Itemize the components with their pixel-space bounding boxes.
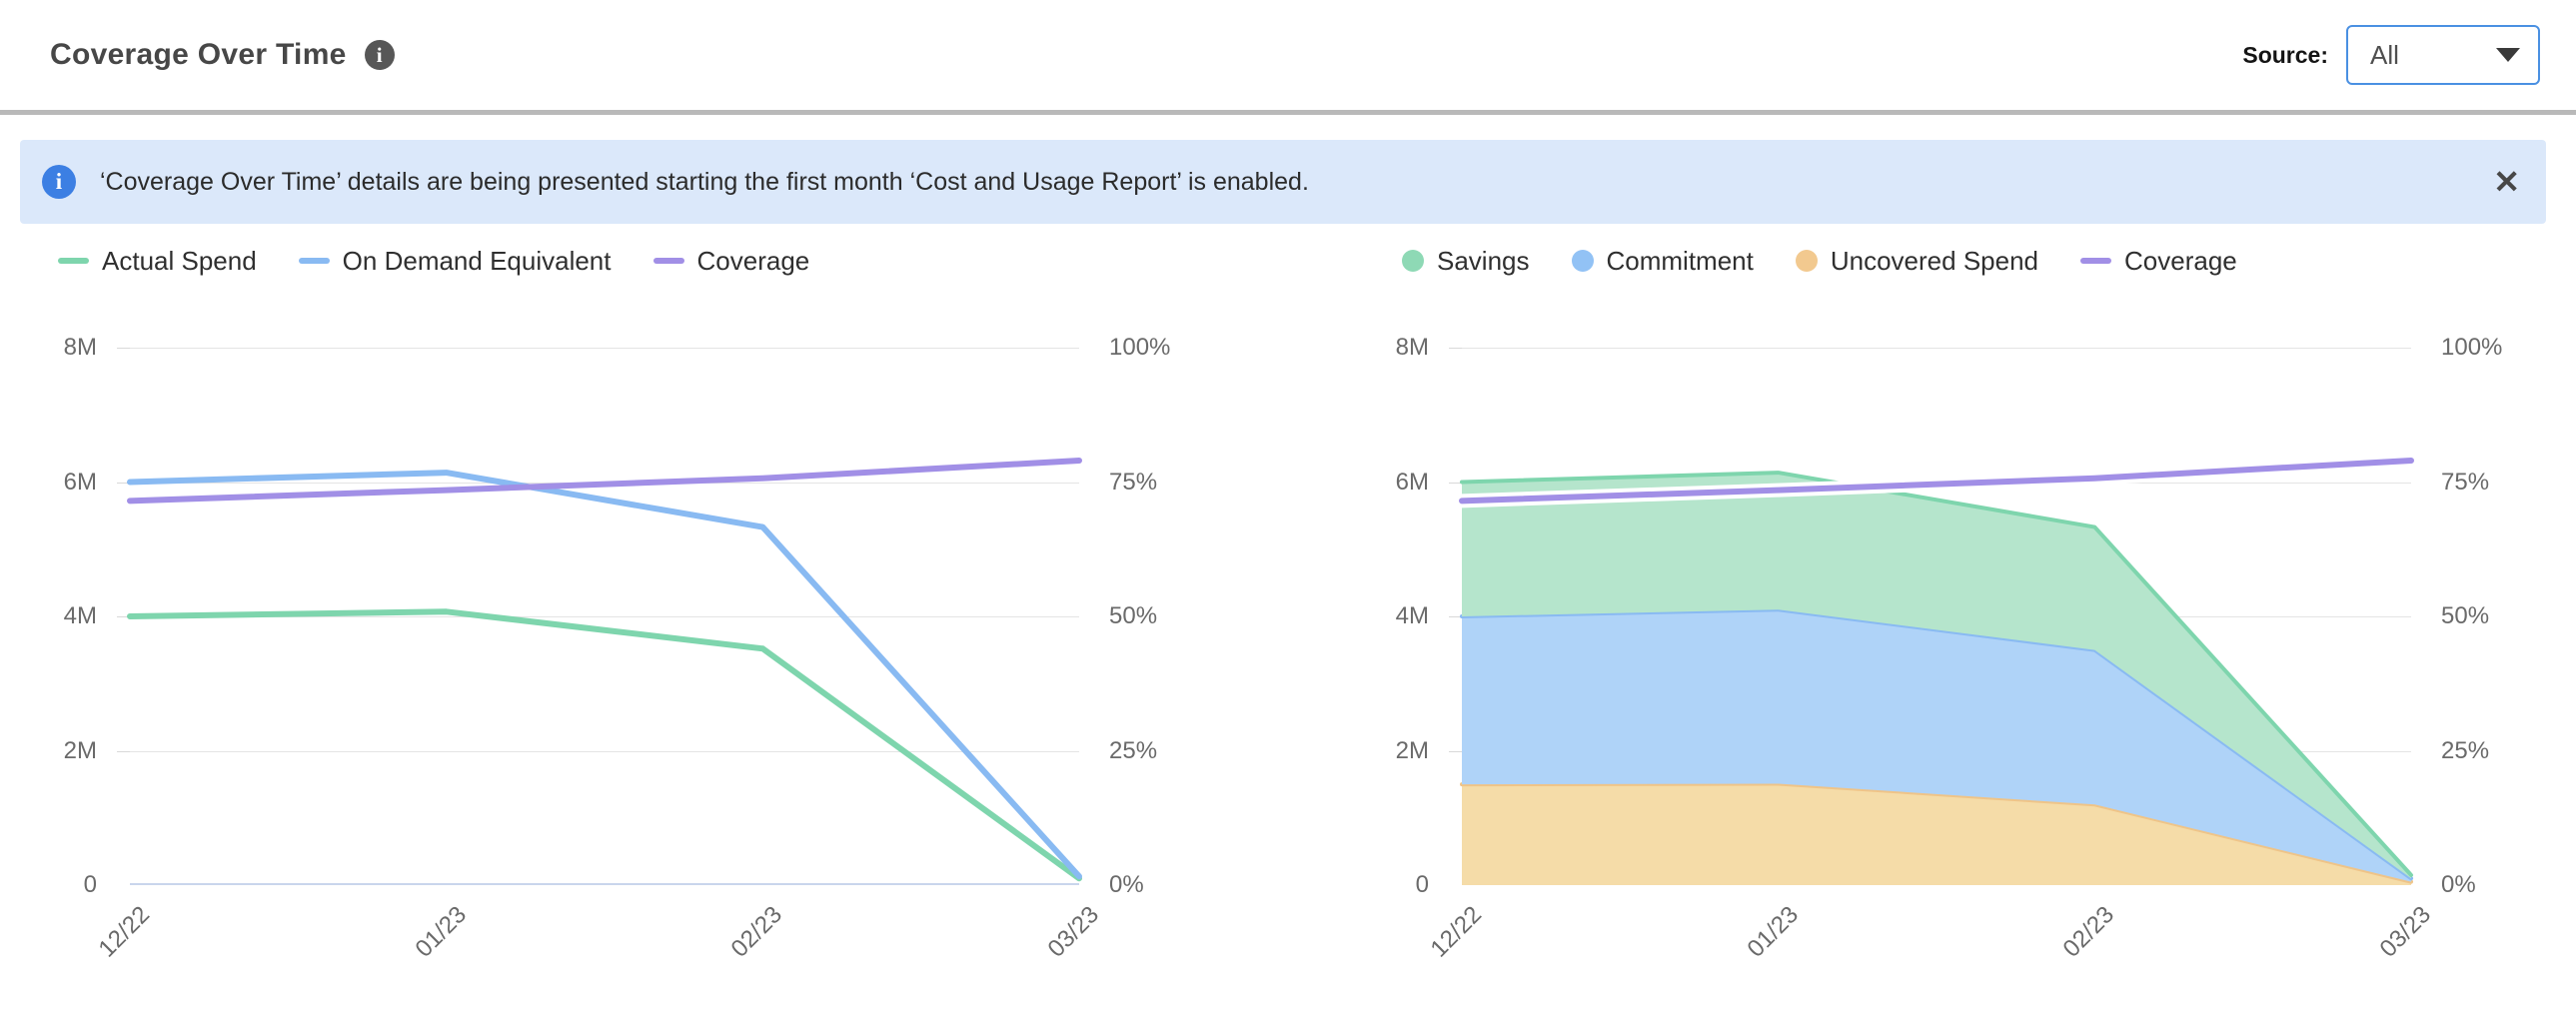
close-icon[interactable]: ✕ <box>2493 164 2520 200</box>
stacked-area-series <box>1455 453 2418 885</box>
line-chart-legend: Actual Spend On Demand Equivalent Coverage <box>58 246 1194 276</box>
legend-item-commitment[interactable]: Commitment <box>1571 245 1754 277</box>
legend-label: Uncovered Spend <box>1830 245 2038 276</box>
axis-tick <box>117 616 130 617</box>
x-axis-label: 01/23 <box>1742 901 1804 963</box>
area-chart-plot: 12/22 01/23 02/23 03/23 <box>1426 348 2436 963</box>
source-label: Source: <box>2242 41 2328 68</box>
y-axis-right: 100% 75% 50% 25% 0% <box>1079 334 1194 898</box>
legend-label: On Demand Equivalent <box>342 245 612 276</box>
info-icon[interactable]: i <box>364 40 395 70</box>
y-axis-label: 2M <box>1395 736 1429 764</box>
commitment-swatch <box>1571 250 1594 272</box>
series-coverage <box>1459 457 2414 505</box>
axis-tick <box>1449 616 1462 617</box>
x-axis-label: 03/23 <box>2374 901 2437 963</box>
x-axis-label: 12/22 <box>1425 901 1488 963</box>
x-axis-label: 03/23 <box>1042 901 1105 963</box>
x-axis-labels: 12/22 01/23 02/23 03/23 <box>1426 885 2437 1005</box>
y-axis-label: 8M <box>1395 334 1429 361</box>
legend-item-on-demand-equivalent[interactable]: On Demand Equivalent <box>298 245 612 277</box>
source-control: Source: All <box>2242 25 2540 85</box>
area-edge-commitment <box>1460 607 2413 881</box>
y-axis-label: 4M <box>63 602 97 629</box>
y-axis-label: 50% <box>2441 602 2490 629</box>
line-chart-plot: 12/22 01/23 02/23 03/23 <box>94 348 1104 963</box>
actual-spend-swatch <box>58 258 89 264</box>
y-axis-label: 75% <box>1109 468 1158 496</box>
legend-label: Savings <box>1437 245 1530 276</box>
source-select-value: All <box>2370 39 2399 70</box>
series-coverage <box>127 457 1082 505</box>
y-axis-left: 8M 6M 4M 2M 0 <box>1382 334 1462 898</box>
y-axis-label: 6M <box>63 468 97 496</box>
y-axis-label: 75% <box>2441 468 2490 496</box>
axis-tick <box>1449 348 1462 349</box>
savings-swatch <box>1402 250 1424 272</box>
axis-tick <box>117 750 130 752</box>
axis-tick <box>117 348 130 349</box>
y-axis-label: 25% <box>1109 736 1158 764</box>
y-axis-label: 0 <box>1415 871 1429 898</box>
y-axis-label: 8M <box>63 334 97 361</box>
series-on-demand-equivalent <box>127 470 1082 880</box>
x-axis-label: 02/23 <box>725 901 788 963</box>
y-axis-label: 2M <box>63 736 97 764</box>
legend-label: Coverage <box>2124 245 2237 276</box>
legend-label: Commitment <box>1606 245 1754 276</box>
header: Coverage Over Time i Source: All <box>0 0 2576 110</box>
y-axis-label: 25% <box>2441 736 2490 764</box>
y-axis-label: 0 <box>83 871 97 898</box>
legend-item-uncovered-spend[interactable]: Uncovered Spend <box>1795 245 2038 277</box>
chevron-down-icon <box>2496 48 2520 62</box>
y-axis-right: 100% 75% 50% 25% 0% <box>2411 334 2526 898</box>
y-axis-label: 50% <box>1109 602 1158 629</box>
x-axis-label: 12/22 <box>93 901 156 963</box>
axis-tick <box>1449 750 1462 752</box>
axis-tick <box>117 482 130 484</box>
gridline <box>130 348 1079 349</box>
coverage-swatch <box>652 258 684 264</box>
y-axis-label: 100% <box>2441 334 2503 361</box>
coverage-area-chart: Savings Commitment Uncovered Spend Coverage… <box>1382 246 2526 963</box>
info-banner: i ‘Coverage Over Time’ details are being… <box>20 140 2546 224</box>
uncovered-spend-swatch <box>1795 250 1818 272</box>
y-axis-label: 0% <box>1109 871 1144 898</box>
area-uncovered-spend <box>1462 783 2411 885</box>
coverage-swatch <box>2080 258 2111 264</box>
legend-item-savings[interactable]: Savings <box>1402 246 1530 277</box>
series-actual-spend <box>127 608 1082 882</box>
gridline <box>130 750 1079 752</box>
legend-item-coverage[interactable]: Coverage <box>652 245 810 277</box>
legend-label: Actual Spend <box>102 245 257 276</box>
header-divider <box>0 110 2576 115</box>
gridline <box>1462 348 2411 349</box>
on-demand-equivalent-swatch <box>298 258 330 264</box>
source-select[interactable]: All <box>2346 25 2540 85</box>
gridline <box>130 616 1079 617</box>
page-title: Coverage Over Time <box>50 38 347 71</box>
axis-tick <box>1449 482 1462 484</box>
legend-item-coverage[interactable]: Coverage <box>2080 246 2237 277</box>
legend-label: Coverage <box>696 245 810 276</box>
legend-item-actual-spend[interactable]: Actual Spend <box>58 246 257 277</box>
coverage-line-chart: Actual Spend On Demand Equivalent Coverage… <box>50 246 1194 963</box>
y-axis-label: 100% <box>1109 334 1171 361</box>
x-axis-label: 02/23 <box>2057 901 2120 963</box>
y-axis-label: 0% <box>2441 871 2476 898</box>
area-edge-savings <box>1460 471 2413 877</box>
x-axis-labels: 12/22 01/23 02/23 03/23 <box>94 885 1105 1005</box>
banner-text: ‘Coverage Over Time’ details are being p… <box>100 167 1309 196</box>
info-icon: i <box>42 165 76 199</box>
y-axis-left: 8M 6M 4M 2M 0 <box>50 334 130 898</box>
charts-row: Actual Spend On Demand Equivalent Coverage… <box>0 224 2576 963</box>
y-axis-label: 6M <box>1395 468 1429 496</box>
x-axis-line <box>130 883 1079 885</box>
y-axis-label: 4M <box>1395 602 1429 629</box>
line-series <box>127 457 1082 882</box>
area-commitment <box>1462 609 2411 882</box>
area-savings <box>1462 473 2411 879</box>
area-chart-legend: Savings Commitment Uncovered Spend Coverage <box>1402 246 2526 276</box>
x-axis-label: 01/23 <box>410 901 472 963</box>
